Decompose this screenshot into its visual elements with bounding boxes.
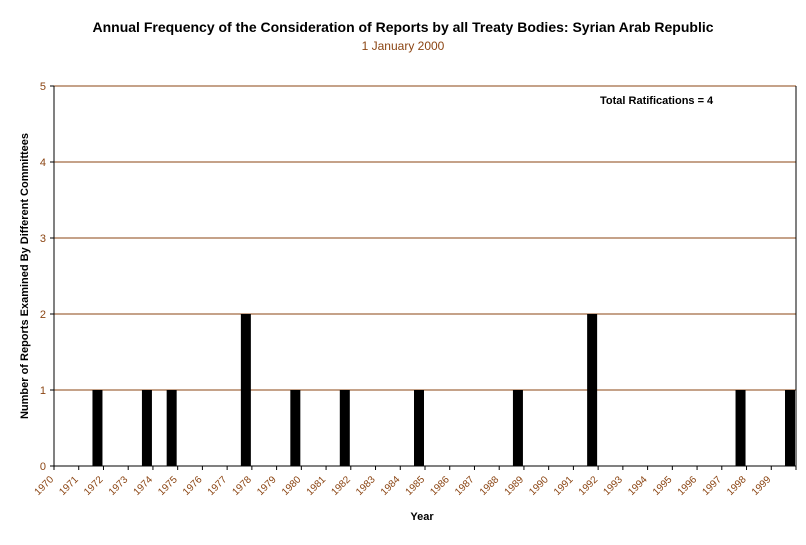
total-ratifications-annotation: Total Ratifications = 4 bbox=[600, 95, 714, 107]
x-tick-label: 1974 bbox=[132, 474, 156, 498]
x-tick-label: 1987 bbox=[453, 474, 477, 498]
bar-1971 bbox=[92, 390, 103, 466]
y-tick-labels: 0 1 2 3 4 5 bbox=[40, 81, 46, 473]
bar-1973 bbox=[141, 390, 152, 466]
y-tick-label: 0 bbox=[40, 461, 46, 473]
x-axis-title: Year bbox=[410, 511, 434, 523]
x-tick-label: 1988 bbox=[478, 474, 502, 498]
y-tick-label: 1 bbox=[40, 385, 46, 397]
x-tick-labels: 1970 1971 1972 1973 1974 1975 1976 1977 1978 1979… bbox=[33, 474, 774, 498]
x-tick-label: 1996 bbox=[676, 474, 700, 498]
x-tick-label: 1980 bbox=[280, 474, 304, 498]
axes bbox=[50, 85, 797, 470]
x-tick-label: 1977 bbox=[206, 474, 230, 498]
bar-1984 bbox=[414, 390, 424, 466]
bar-1981 bbox=[339, 390, 350, 466]
x-tick-label: 1998 bbox=[725, 474, 749, 498]
x-tick-label: 1986 bbox=[428, 474, 452, 498]
y-tick-label: 2 bbox=[40, 309, 46, 321]
x-tick-label: 1976 bbox=[181, 474, 205, 498]
y-tick-label: 3 bbox=[40, 233, 46, 245]
x-tick-label: 1973 bbox=[107, 474, 131, 498]
chart-title: Annual Frequency of the Consideration of… bbox=[92, 19, 713, 35]
x-tick-label: 1991 bbox=[552, 474, 576, 498]
x-tick-label: 1982 bbox=[329, 474, 353, 498]
x-tick-label: 1999 bbox=[750, 474, 774, 498]
x-tick-label: 1978 bbox=[230, 474, 254, 498]
x-tick-label: 1997 bbox=[700, 474, 724, 498]
bar-1974 bbox=[166, 390, 177, 466]
x-tick-label: 1992 bbox=[577, 474, 601, 498]
gridlines bbox=[54, 85, 796, 391]
x-tick-label: 1981 bbox=[305, 474, 329, 498]
x-tick-label: 1983 bbox=[354, 474, 378, 498]
bar-1977 bbox=[240, 314, 251, 466]
bars bbox=[92, 314, 795, 466]
bar-1991 bbox=[587, 314, 598, 466]
x-tick-label: 1985 bbox=[404, 474, 428, 498]
y-axis-title: Number of Reports Examined By Different … bbox=[19, 133, 31, 419]
x-tick-label: 1984 bbox=[379, 474, 403, 498]
bar-1999 bbox=[785, 390, 795, 466]
x-tick-label: 1990 bbox=[527, 474, 551, 498]
x-tick-label: 1979 bbox=[255, 474, 279, 498]
x-tick-label: 1975 bbox=[156, 474, 180, 498]
x-tick-label: 1989 bbox=[503, 474, 527, 498]
bar-1997 bbox=[735, 390, 746, 466]
x-tick-label: 1971 bbox=[57, 474, 81, 498]
y-tick-label: 4 bbox=[40, 157, 46, 169]
bar-1979 bbox=[290, 390, 301, 466]
bar-1988 bbox=[512, 390, 523, 466]
x-tick-label: 1970 bbox=[33, 474, 57, 498]
x-tick-label: 1994 bbox=[626, 474, 650, 498]
x-tick-label: 1972 bbox=[82, 474, 106, 498]
chart-subtitle: 1 January 2000 bbox=[362, 39, 445, 53]
x-tick-label: 1993 bbox=[601, 474, 625, 498]
y-tick-label: 5 bbox=[40, 81, 46, 93]
x-tick-label: 1995 bbox=[651, 474, 675, 498]
